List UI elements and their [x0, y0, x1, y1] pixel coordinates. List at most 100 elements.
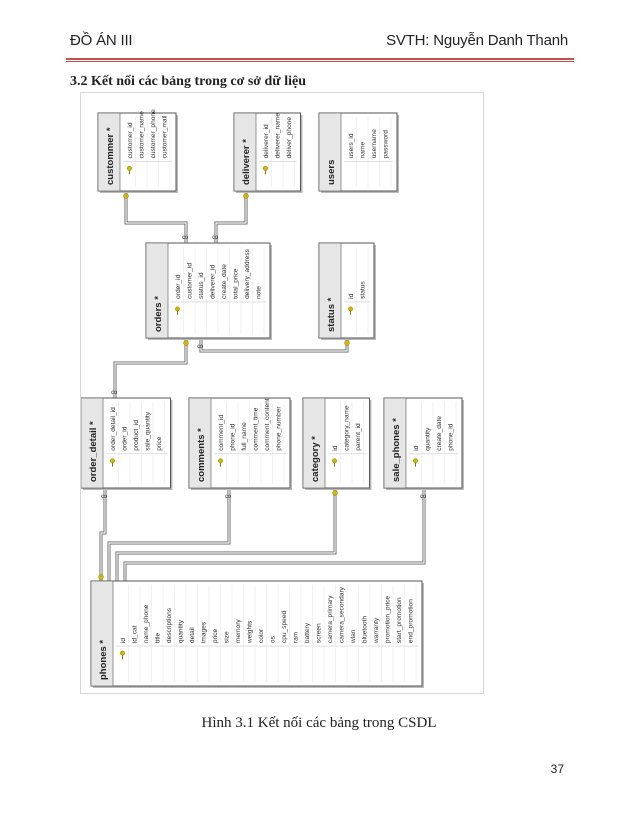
table-title: orders * — [153, 296, 164, 332]
column-name: phone_number — [276, 406, 283, 451]
relation-many-icon: ∞ — [197, 341, 203, 351]
column-name: product_id — [133, 420, 140, 451]
table-title: custommer * — [105, 127, 116, 185]
table-deliverer: deliverer * deliverer_id deliverer_name del… — [233, 112, 303, 193]
table-comments: comments * comment_id phone_id full_name com… — [188, 397, 292, 490]
column-name: users_id — [348, 133, 355, 158]
table-header-bar — [318, 242, 342, 339]
table-title: order_detail * — [88, 421, 99, 482]
column-name: os — [270, 635, 277, 643]
relationship-lines — [99, 193, 426, 581]
column-name: status — [360, 281, 367, 299]
column-name: name_phone — [143, 604, 150, 643]
column-name: descriptions — [166, 607, 173, 643]
column-name: customer_id — [187, 263, 194, 299]
column-name: battery — [304, 622, 311, 643]
table-header-bar — [233, 112, 257, 192]
column-name: order_detail_id — [110, 407, 117, 451]
header-rule-thin — [66, 61, 574, 62]
table-header-bar — [97, 112, 121, 192]
column-name: camera_primary — [327, 595, 334, 643]
relation-key-icon — [123, 193, 129, 199]
column-name: customer_id — [127, 122, 134, 158]
primary-key-icon — [110, 458, 115, 467]
column-name: total_price — [233, 268, 240, 299]
table-title: category * — [310, 436, 321, 482]
column-name: id — [120, 638, 127, 643]
table-phones: phones * id id_cat name_phone title descripti… — [90, 580, 424, 688]
column-name: promotion_price — [385, 595, 392, 643]
page-number: 37 — [550, 762, 564, 776]
link-category-phones — [115, 490, 337, 581]
table-header-bar — [302, 397, 326, 489]
column-name: end_promotion — [408, 599, 415, 643]
table-header-bar — [188, 397, 212, 489]
column-name: deliverer_id — [263, 124, 270, 158]
column-name: order_id — [175, 274, 182, 299]
column-name: camera_secondary — [339, 586, 346, 643]
table-title: sale_phones * — [391, 418, 402, 482]
link-orders-order_detail — [113, 340, 188, 398]
link-sale_phones-phones — [123, 490, 426, 581]
column-name: deliver_phone — [286, 117, 293, 159]
link-orders-status — [199, 340, 349, 353]
primary-key-icon — [218, 458, 223, 467]
table-header-bar — [318, 112, 342, 192]
primary-key-icon — [413, 458, 418, 467]
primary-key-icon — [332, 458, 337, 467]
primary-key-icon — [263, 165, 268, 175]
column-name: price — [212, 628, 219, 643]
column-name: password — [383, 130, 390, 159]
column-name: ram — [293, 631, 300, 643]
column-name: sale_quantity — [145, 411, 152, 451]
column-name: customer_name — [139, 111, 146, 159]
primary-key-icon — [348, 306, 353, 315]
relation-many-icon: ∞ — [225, 491, 231, 501]
relation-key-icon — [183, 340, 189, 346]
table-header-bar — [90, 580, 114, 687]
column-name: size — [224, 631, 231, 643]
relationship-markers: ∞ ∞ ∞ ∞ ∞ ∞ ∞ — [98, 193, 426, 580]
column-name: wlan — [350, 629, 357, 644]
relation-key-icon — [243, 193, 249, 199]
link-order_detail-phones — [99, 490, 107, 581]
column-name: full_name — [241, 422, 248, 451]
table-sale_phones: sale_phones * id quantity create_date phone_… — [383, 397, 464, 490]
column-name: cpu_speed — [281, 611, 288, 644]
table-orders: orders * order_id customer_id status_id deli… — [145, 242, 272, 340]
link-comments-phones — [107, 490, 231, 581]
table-title: status * — [326, 297, 337, 332]
column-name: deliverer_name — [275, 113, 282, 159]
column-name: color — [258, 628, 265, 643]
column-name: weights — [247, 620, 254, 644]
relation-many-icon: ∞ — [111, 387, 117, 397]
diagram-canvas: custommer * customer_id customer_name custo… — [80, 109, 464, 688]
table-category: category * id category_name parent_id — [302, 397, 372, 490]
table-title: comments * — [196, 428, 207, 482]
column-name: name — [360, 142, 367, 159]
column-name: price — [156, 436, 163, 451]
column-name: start_promotion — [396, 597, 403, 643]
column-name: id — [348, 293, 355, 298]
header-right-text: SVTH: Nguyễn Danh Thanh — [386, 32, 568, 49]
relation-many-icon: ∞ — [420, 491, 426, 501]
column-name: create_date — [221, 264, 228, 299]
column-name: detail — [189, 627, 196, 643]
column-name: parent_id — [355, 423, 362, 451]
link-deliverer-orders — [214, 193, 248, 243]
column-name: comment_id — [218, 415, 225, 451]
relation-key-icon — [344, 340, 350, 346]
column-name: order_id — [122, 426, 129, 451]
relation-key-icon — [332, 490, 338, 496]
column-name: id — [332, 445, 339, 450]
link-customer-orders — [124, 193, 188, 243]
column-name: quantity — [178, 619, 185, 643]
column-name: delivery_address — [244, 248, 251, 299]
section-title: 3.2 Kết nối các bảng trong cơ sở dữ liệu — [70, 74, 306, 89]
table-header-bar — [383, 397, 407, 489]
table-order_detail: order_detail * order_detail_id order_id pro… — [80, 397, 173, 490]
table-customer: custommer * customer_id customer_name custo… — [97, 109, 178, 193]
table-title: deliverer * — [241, 139, 252, 185]
column-name: phone_id — [448, 423, 455, 450]
primary-key-icon — [120, 650, 125, 660]
